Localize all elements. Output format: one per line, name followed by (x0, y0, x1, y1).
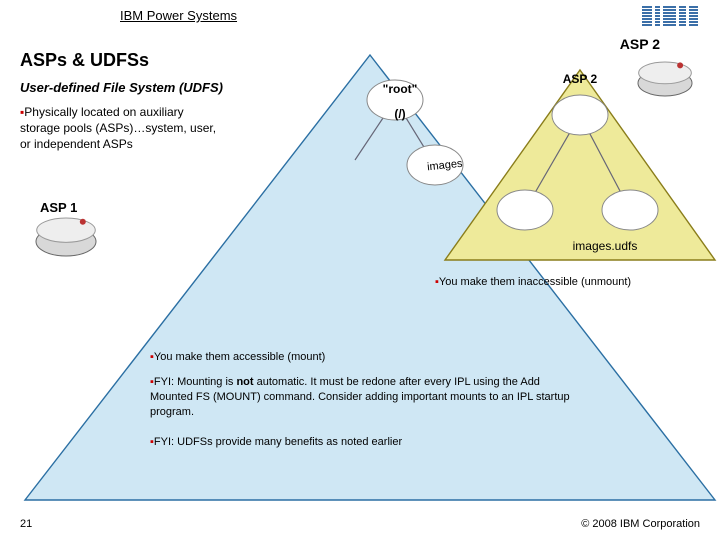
asp2-tri-label: ASP 2 (563, 72, 598, 86)
copyright: © 2008 IBM Corporation (581, 518, 700, 530)
root-node (367, 80, 423, 120)
page-subtitle: User-defined File System (UDFS) (20, 80, 223, 95)
left-bullet-text: Physically located on auxiliary storage … (20, 105, 216, 151)
images-udfs-label: images.udfs (573, 239, 638, 253)
left-bullet: ▪Physically located on auxiliary storage… (20, 104, 225, 153)
root-label: "root" (383, 82, 418, 96)
note-unmount: ▪You make them inaccessible (unmount) (435, 275, 705, 290)
asp2-br-node (602, 190, 658, 230)
asp1-label: ASP 1 (40, 200, 77, 215)
images-label: images (427, 158, 464, 174)
asp2-bl-node (497, 190, 553, 230)
page-title: ASPs & UDFSs (20, 50, 149, 71)
asp2-header-label: ASP 2 (620, 36, 660, 52)
brand-title: IBM Power Systems (120, 8, 237, 23)
ibm-logo (642, 6, 698, 33)
images-node (407, 145, 463, 185)
disk-icon-asp2 (638, 62, 692, 96)
note-mount: ▪You make them accessible (mount) (150, 350, 570, 365)
note-fyi-mounting: ▪FYI: Mounting is not automatic. It must… (150, 375, 580, 420)
note-fyi-benefits: ▪FYI: UDFSs provide many benefits as not… (150, 435, 580, 450)
disk-icon-asp1 (36, 218, 96, 256)
asp2-top-node (552, 95, 608, 135)
asp2-triangle (445, 70, 715, 260)
root-slash-label: (/) (394, 107, 405, 121)
page-number: 21 (20, 518, 32, 530)
